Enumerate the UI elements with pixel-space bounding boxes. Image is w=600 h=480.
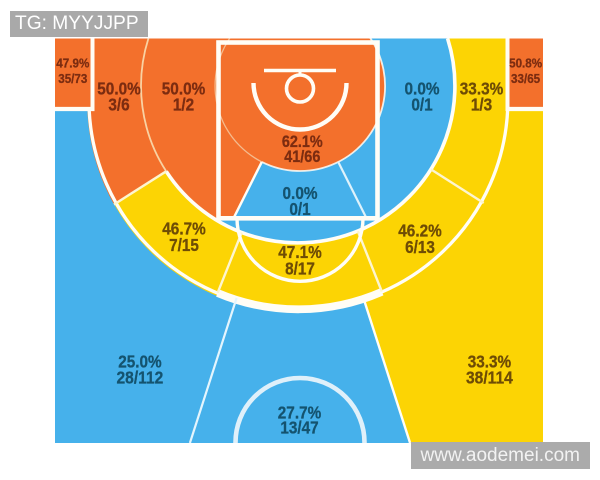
svg-text:1/2: 1/2 [173, 95, 195, 115]
svg-text:33/65: 33/65 [511, 71, 541, 86]
svg-text:25.0%: 25.0% [118, 351, 162, 371]
svg-text:35/73: 35/73 [58, 71, 87, 86]
svg-text:50.0%: 50.0% [97, 78, 141, 98]
svg-text:38/114: 38/114 [466, 368, 513, 388]
svg-text:0.0%: 0.0% [405, 78, 440, 98]
svg-text:46.7%: 46.7% [162, 219, 206, 239]
svg-text:27.7%: 27.7% [278, 403, 322, 423]
svg-text:33.3%: 33.3% [468, 351, 512, 371]
svg-text:50.8%: 50.8% [509, 56, 542, 71]
svg-text:8/17: 8/17 [285, 258, 315, 278]
svg-text:28/112: 28/112 [117, 368, 164, 388]
svg-text:6/13: 6/13 [405, 237, 435, 257]
svg-text:0.0%: 0.0% [283, 183, 318, 203]
svg-text:33.3%: 33.3% [460, 78, 504, 98]
svg-text:13/47: 13/47 [280, 418, 318, 438]
svg-text:3/6: 3/6 [108, 95, 130, 115]
svg-text:50.0%: 50.0% [162, 78, 206, 98]
svg-text:1/3: 1/3 [471, 95, 493, 115]
svg-text:0/1: 0/1 [411, 95, 433, 115]
svg-text:7/15: 7/15 [169, 235, 199, 255]
svg-text:41/66: 41/66 [284, 148, 320, 166]
svg-text:46.2%: 46.2% [398, 221, 442, 241]
svg-text:0/1: 0/1 [289, 199, 311, 219]
svg-text:47.1%: 47.1% [278, 242, 322, 262]
svg-text:47.9%: 47.9% [56, 56, 89, 71]
svg-text:62.1%: 62.1% [282, 133, 323, 151]
